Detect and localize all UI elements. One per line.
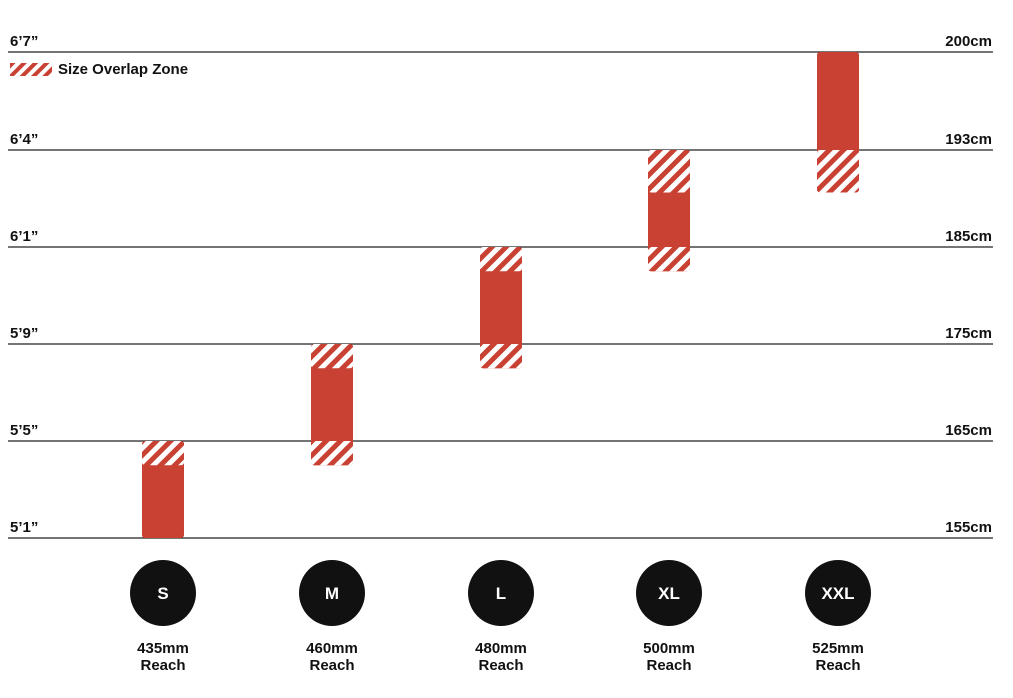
reach-label: Reach [140,657,185,674]
reach-value: 460mm [306,640,358,657]
reach-value: 500mm [643,640,695,657]
reach-label: Reach [309,657,354,674]
y-tick-label-left: 5’1” [10,519,38,536]
size-circle [805,560,871,626]
reach-label: Reach [646,657,691,674]
overlap-zone-top [311,344,353,369]
overlap-zone-top [480,247,522,272]
size-label: M [325,584,339,603]
size-label: L [496,584,506,603]
bar-solid [311,344,353,466]
reach-value: 525mm [812,640,864,657]
size-label: XL [658,584,680,603]
reach-value: 435mm [137,640,189,657]
size-circle [299,560,365,626]
size-circle [468,560,534,626]
bar-xxl [817,52,859,193]
y-tick-label-left: 5’9” [10,325,38,342]
overlap-zone-bottom [648,247,690,272]
bar-l [480,247,522,369]
tick-labels: 5’1” 5’5” 5’9” 6’1” 6’4” 6’7” 155cm 165cm 175cm 1… [10,33,992,536]
y-tick-label-left: 5’5” [10,422,38,439]
y-tick-label-left: 6’1” [10,228,38,245]
reach-label: Reach [478,657,523,674]
size-markers: S435mmReachM460mmReachL480mmReachXL500mm… [130,560,871,674]
legend: Size Overlap Zone [10,61,188,78]
size-circle [636,560,702,626]
legend-label: Size Overlap Zone [58,61,189,78]
size-circle [130,560,196,626]
bar-xl [648,150,690,272]
y-tick-label-left: 6’7” [10,33,38,50]
bar-solid [480,247,522,369]
overlap-zone-bottom [311,441,353,466]
reach-label: Reach [815,657,860,674]
y-tick-label-right: 193cm [945,131,992,148]
bar-s [142,441,184,538]
reach-value: 480mm [475,640,527,657]
overlap-zone-bottom [480,344,522,369]
overlap-swatch-icon [10,63,52,76]
bar-m [311,344,353,466]
y-tick-label-left: 6’4” [10,131,38,148]
size-label: S [157,584,168,603]
overlap-zone-top [142,441,184,466]
size-label: XXL [821,584,854,603]
overlap-zone-top [648,150,690,193]
y-tick-label-right: 155cm [945,519,992,536]
y-tick-label-right: 200cm [945,33,992,50]
bars [142,52,859,538]
y-tick-label-right: 185cm [945,228,992,245]
y-tick-label-right: 175cm [945,325,992,342]
y-tick-label-right: 165cm [945,422,992,439]
overlap-zone-bottom [817,150,859,193]
